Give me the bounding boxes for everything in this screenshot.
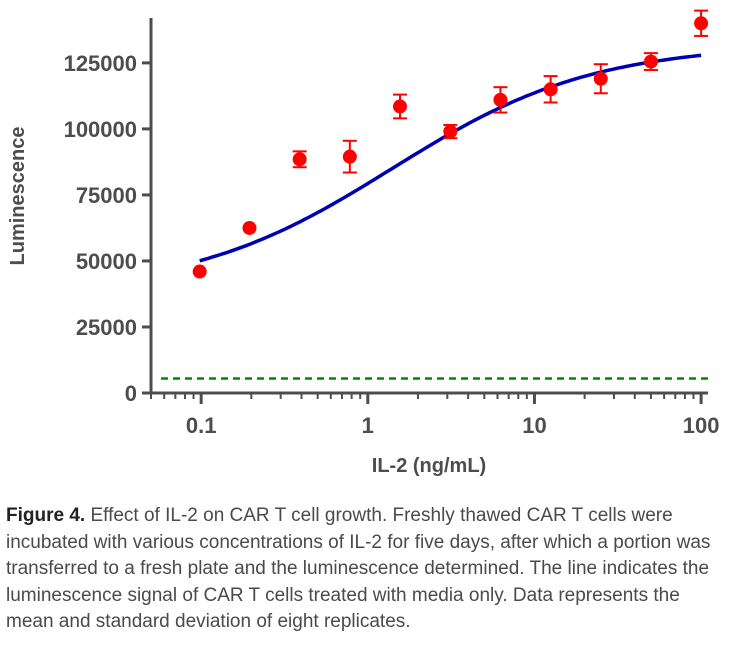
y-tick-label: 75000 — [76, 183, 137, 208]
data-point — [543, 82, 558, 97]
y-tick-label: 50000 — [76, 249, 137, 274]
data-point — [392, 99, 407, 114]
data-point — [192, 264, 207, 279]
data-point — [443, 124, 458, 139]
x-tick-label: 0.1 — [186, 413, 217, 438]
y-tick-label: 125000 — [64, 51, 137, 76]
x-axis-title: IL-2 (ng/mL) — [372, 455, 486, 477]
data-point — [493, 92, 508, 107]
dose-response-chart: 0 25000 50000 75000 100000 125000 0.1 1 10 100 Lu… — [7, 9, 720, 477]
figure-caption: Figure 4. Effect of IL-2 on CAR T cell g… — [6, 503, 726, 636]
x-tick-label: 1 — [362, 413, 374, 438]
y-axis-title: Luminescence — [7, 127, 29, 266]
data-point — [242, 220, 257, 235]
x-tick-label: 100 — [683, 413, 720, 438]
fit-curve — [199, 53, 702, 263]
y-tick-label: 0 — [125, 381, 137, 406]
y-tick-label: 25000 — [76, 315, 137, 340]
data-point — [643, 54, 658, 69]
data-point — [342, 149, 357, 164]
data-point — [694, 16, 709, 31]
y-tick-label: 100000 — [64, 117, 137, 142]
plot-area: 0 25000 50000 75000 100000 125000 0.1 1 10 100 — [64, 9, 720, 438]
caption-label: Figure 4. — [6, 505, 86, 526]
data-point — [593, 71, 608, 86]
caption-text: Effect of IL-2 on CAR T cell growth. Fre… — [6, 505, 711, 632]
x-tick-label: 10 — [522, 413, 546, 438]
data-point — [292, 152, 307, 167]
